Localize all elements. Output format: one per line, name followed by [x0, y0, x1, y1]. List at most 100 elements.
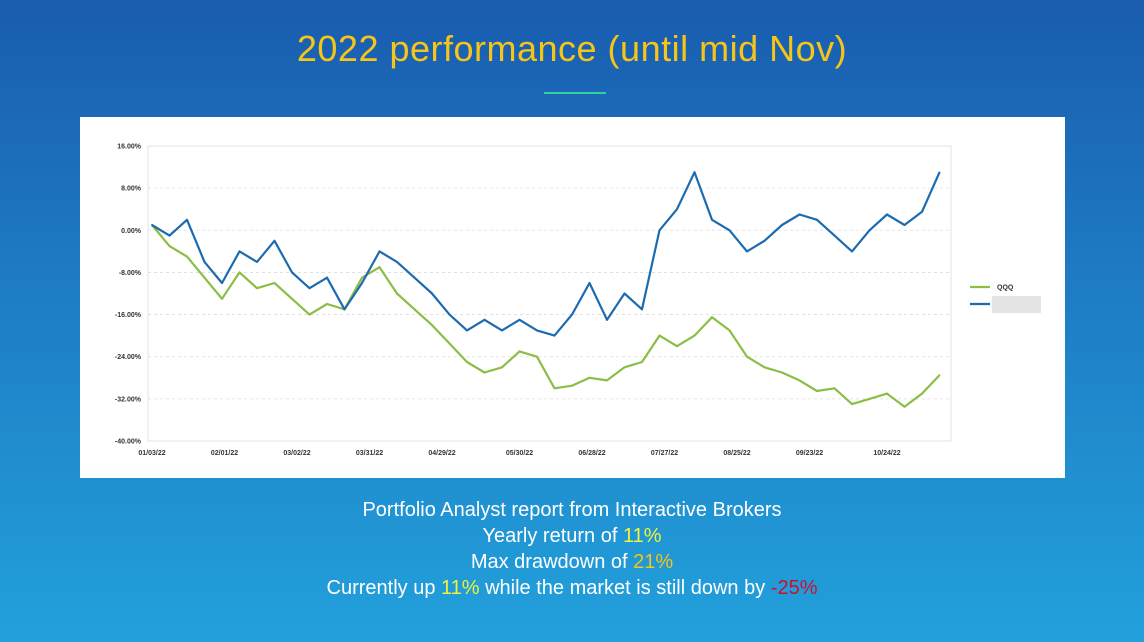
- qqq-point: [518, 350, 521, 353]
- y-tick-label: -24.00%: [115, 354, 142, 361]
- caption-line-source: Portfolio Analyst report from Interactiv…: [362, 499, 782, 521]
- qqq-point: [448, 342, 451, 345]
- portfolio-point: [676, 208, 678, 211]
- portfolio-point: [553, 334, 556, 337]
- current-return-value: 11%: [441, 577, 480, 599]
- max-drawdown-value: 21%: [633, 551, 674, 573]
- x-tick-label: 10/24/22: [873, 450, 900, 457]
- portfolio-point: [308, 287, 311, 290]
- qqq-point: [466, 361, 468, 363]
- qqq-point: [676, 345, 678, 348]
- portfolio-point: [798, 213, 801, 216]
- portfolio-point: [466, 329, 468, 332]
- legend-label-qqq: QQQ: [997, 285, 1014, 292]
- qqq-point: [781, 371, 783, 374]
- qqq-point: [693, 334, 696, 337]
- portfolio-point: [378, 250, 381, 253]
- qqq-point: [623, 366, 626, 369]
- portfolio-point: [728, 229, 731, 232]
- x-tick-label: 07/27/22: [651, 450, 678, 457]
- yearly-return-value: 11%: [622, 525, 662, 547]
- portfolio-point: [886, 213, 888, 216]
- portfolio-point: [413, 276, 416, 279]
- qqq-point: [553, 387, 556, 390]
- portfolio-point: [361, 282, 363, 284]
- qqq-point: [396, 292, 398, 295]
- qqq-point: [256, 287, 258, 290]
- y-tick-label: 16.00%: [117, 144, 142, 151]
- legend-label-redacted: [992, 296, 1041, 313]
- x-tick-label: 01/03/22: [138, 450, 165, 457]
- x-tick-label: 04/29/22: [428, 450, 455, 457]
- slide-title: 2022 performance (until mid Nov): [296, 28, 848, 69]
- x-tick-label: 06/28/22: [578, 450, 605, 457]
- portfolio-point: [431, 292, 433, 295]
- qqq-point: [588, 376, 591, 379]
- portfolio-point: [903, 224, 906, 226]
- qqq-point: [868, 397, 871, 400]
- caption: Portfolio Analyst report from Interactiv…: [0, 497, 1144, 601]
- qqq-point: [501, 366, 503, 369]
- portfolio-point: [238, 250, 241, 253]
- y-tick-label: -16.00%: [115, 312, 142, 319]
- portfolio-point: [623, 292, 626, 295]
- plot-area: [147, 145, 952, 442]
- portfolio-point: [746, 250, 748, 253]
- portfolio-point: [641, 308, 643, 311]
- x-tick-label: 03/02/22: [283, 450, 310, 457]
- qqq-point: [816, 390, 818, 392]
- qqq-point: [168, 245, 171, 247]
- y-tick-label: -40.00%: [115, 439, 142, 446]
- series-line-qqq: [151, 224, 941, 408]
- qqq-point: [833, 387, 836, 390]
- qqq-point: [571, 384, 573, 387]
- portfolio-point: [186, 218, 188, 221]
- portfolio-point: [693, 171, 696, 174]
- current-label: Currently up: [326, 577, 441, 599]
- yearly-return-label: Yearly return of: [482, 525, 623, 547]
- portfolio-point: [833, 234, 836, 237]
- qqq-point: [378, 266, 381, 269]
- series-line-portfolio: [151, 171, 941, 337]
- portfolio-point: [273, 239, 276, 242]
- portfolio-point: [396, 260, 398, 263]
- market-return-value: -25%: [770, 577, 818, 599]
- title-underline: [544, 92, 606, 94]
- portfolio-point: [816, 218, 818, 221]
- caption-line-current: Currently up 11% while the market is sti…: [0, 575, 1144, 601]
- portfolio-point: [168, 234, 171, 237]
- qqq-point: [798, 379, 801, 382]
- qqq-point: [658, 334, 661, 337]
- portfolio-point: [851, 250, 853, 253]
- portfolio-point: [501, 329, 503, 332]
- qqq-point: [728, 329, 731, 332]
- portfolio-point: [658, 229, 661, 232]
- qqq-point: [606, 379, 608, 382]
- qqq-point: [851, 403, 853, 406]
- portfolio-point: [763, 239, 766, 242]
- x-tick-label: 05/30/22: [506, 450, 533, 457]
- qqq-point: [326, 303, 328, 305]
- portfolio-point: [151, 224, 153, 226]
- qqq-point: [483, 371, 486, 374]
- qqq-point: [413, 308, 416, 311]
- performance-chart: 16.00% 8.00% 0.00% -8.00% -16.00% -24.00% -32.…: [115, 144, 1041, 457]
- y-tick-label: -32.00%: [115, 396, 142, 403]
- portfolio-point: [781, 224, 783, 226]
- portfolio-point: [291, 271, 293, 274]
- portfolio-point: [221, 282, 223, 284]
- portfolio-point: [343, 308, 346, 311]
- portfolio-point: [711, 218, 713, 221]
- y-tick-label: 8.00%: [121, 186, 142, 193]
- x-tick-label: 02/01/22: [211, 450, 238, 457]
- qqq-point: [711, 316, 713, 319]
- x-tick-label: 09/23/22: [796, 450, 823, 457]
- qqq-point: [536, 355, 538, 358]
- qqq-point: [203, 276, 206, 279]
- qqq-point: [361, 276, 363, 279]
- portfolio-point: [536, 329, 538, 332]
- portfolio-point: [448, 313, 451, 316]
- portfolio-point: [938, 171, 941, 174]
- qqq-point: [903, 405, 906, 408]
- portfolio-point: [571, 313, 573, 316]
